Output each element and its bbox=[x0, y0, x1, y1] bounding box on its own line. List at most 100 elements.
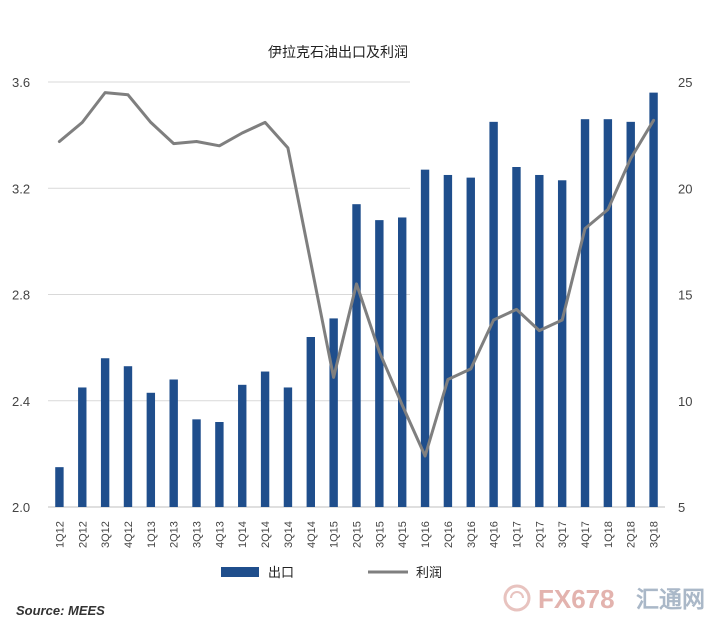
line-series bbox=[57, 91, 656, 458]
bar-3Q18 bbox=[649, 92, 658, 507]
bar-1Q13 bbox=[146, 392, 156, 507]
profit-point-4Q14 bbox=[309, 261, 312, 264]
x-tick-label: 1Q14 bbox=[237, 521, 249, 548]
x-tick-label: 4Q14 bbox=[306, 521, 318, 548]
x-tick-label: 1Q12 bbox=[54, 521, 66, 548]
watermark-logo-arc-icon bbox=[510, 591, 524, 599]
legend-label-exports: 出口 bbox=[268, 566, 294, 581]
profit-point-2Q12 bbox=[81, 121, 84, 124]
bar-1Q18 bbox=[603, 119, 613, 507]
y-right-tick-label: 20 bbox=[678, 181, 692, 196]
bar-3Q15 bbox=[375, 220, 384, 507]
x-tick-label: 3Q13 bbox=[192, 521, 204, 548]
x-tick-label: 3Q14 bbox=[283, 521, 295, 548]
bar-3Q13 bbox=[192, 419, 201, 507]
profit-point-2Q17 bbox=[538, 329, 541, 332]
y-right-tick-label: 15 bbox=[678, 288, 692, 303]
x-tick-label: 3Q18 bbox=[649, 521, 661, 548]
profit-point-2Q14 bbox=[264, 121, 266, 124]
y-left-tick-label: 2.4 bbox=[12, 394, 30, 409]
watermark-fx678: FX678 bbox=[538, 584, 615, 614]
x-tick-label: 1Q18 bbox=[603, 521, 615, 548]
x-tick-label: 2Q18 bbox=[626, 521, 638, 548]
bar-4Q17 bbox=[580, 119, 590, 507]
x-tick-label: 2Q14 bbox=[260, 521, 272, 548]
profit-point-3Q12 bbox=[104, 91, 106, 94]
bar-2Q16 bbox=[443, 174, 453, 507]
profit-point-3Q18 bbox=[652, 119, 655, 122]
x-tick-label: 4Q12 bbox=[123, 521, 135, 548]
profit-point-3Q16 bbox=[469, 368, 472, 370]
bar-2Q15 bbox=[352, 204, 361, 507]
legend-label-profit: 利润 bbox=[416, 566, 442, 581]
chart-title: 伊拉克石油出口及利润 bbox=[268, 45, 408, 61]
bar-4Q13 bbox=[215, 422, 224, 507]
x-tick-label: 2Q17 bbox=[534, 521, 546, 548]
x-tick-label: 1Q13 bbox=[146, 521, 158, 548]
legend-swatch-exports bbox=[221, 567, 259, 577]
bar-3Q17 bbox=[557, 180, 567, 507]
x-tick-label: 1Q15 bbox=[329, 521, 341, 548]
profit-point-2Q16 bbox=[447, 378, 449, 381]
profit-point-4Q13 bbox=[218, 144, 221, 147]
bar-2Q12 bbox=[78, 387, 87, 507]
bar-2Q14 bbox=[260, 371, 270, 507]
x-tick-label: 1Q17 bbox=[511, 521, 523, 548]
profit-point-4Q12 bbox=[127, 93, 129, 96]
bar-4Q12 bbox=[123, 366, 133, 507]
profit-point-3Q15 bbox=[378, 351, 381, 353]
profit-point-1Q15 bbox=[332, 376, 335, 379]
bar-4Q15 bbox=[398, 217, 407, 507]
legend: 出口 利润 bbox=[221, 566, 442, 581]
profit-point-4Q15 bbox=[401, 404, 404, 406]
y-axis-left: 2.0 2.4 2.8 3.2 3.6 bbox=[12, 75, 30, 515]
x-tick-label: 1Q16 bbox=[420, 521, 432, 548]
x-tick-label: 3Q17 bbox=[557, 521, 569, 548]
bar-3Q12 bbox=[100, 358, 110, 507]
y-left-tick-label: 2.0 bbox=[12, 500, 30, 515]
bar-4Q16 bbox=[489, 121, 498, 507]
y-right-tick-label: 25 bbox=[678, 75, 692, 90]
y-left-tick-label: 3.6 bbox=[12, 75, 30, 90]
y-right-tick-label: 5 bbox=[678, 500, 685, 515]
profit-point-1Q17 bbox=[515, 308, 518, 311]
bar-2Q18 bbox=[626, 121, 635, 507]
bar-2Q17 bbox=[535, 174, 544, 507]
bar-1Q14 bbox=[238, 384, 247, 507]
bar-3Q16 bbox=[466, 177, 475, 507]
profit-point-4Q16 bbox=[492, 319, 495, 321]
watermark-cn: 汇通网 bbox=[636, 587, 705, 613]
x-tick-label: 4Q15 bbox=[397, 521, 409, 548]
profit-point-3Q13 bbox=[195, 140, 198, 143]
profit-point-2Q13 bbox=[172, 142, 175, 145]
bar-series bbox=[55, 92, 658, 507]
x-tick-label: 4Q17 bbox=[580, 521, 592, 548]
profit-point-1Q18 bbox=[607, 208, 609, 211]
x-tick-label: 3Q15 bbox=[374, 521, 386, 548]
y-right-tick-label: 10 bbox=[678, 394, 692, 409]
bar-1Q12 bbox=[55, 467, 64, 507]
bar-1Q17 bbox=[512, 167, 521, 507]
profit-point-1Q16 bbox=[424, 455, 426, 457]
x-tick-label: 2Q12 bbox=[77, 521, 89, 548]
bar-1Q16 bbox=[420, 169, 430, 507]
profit-point-1Q12 bbox=[58, 140, 61, 143]
bar-4Q14 bbox=[306, 337, 315, 507]
x-tick-label: 3Q12 bbox=[100, 521, 112, 548]
bar-3Q14 bbox=[283, 387, 293, 507]
y-left-tick-label: 3.2 bbox=[12, 181, 30, 196]
x-tick-label: 2Q16 bbox=[443, 521, 455, 548]
x-tick-label: 2Q13 bbox=[169, 521, 181, 548]
profit-point-2Q18 bbox=[629, 157, 632, 160]
profit-point-1Q14 bbox=[241, 132, 244, 134]
profit-point-2Q15 bbox=[355, 283, 358, 285]
x-tick-label: 4Q13 bbox=[214, 521, 226, 548]
profit-point-1Q13 bbox=[150, 121, 152, 124]
profit-point-3Q14 bbox=[287, 147, 289, 149]
x-tick-label: 2Q15 bbox=[352, 521, 364, 548]
bar-2Q13 bbox=[169, 379, 178, 507]
watermark-logo-icon bbox=[503, 584, 531, 612]
watermark: FX678 汇通网 bbox=[503, 584, 705, 614]
y-left-tick-label: 2.8 bbox=[12, 288, 30, 303]
x-axis: 1Q12 2Q12 3Q12 4Q12 1Q13 2Q13 3Q13 4Q13 1Q14 2Q14… bbox=[54, 521, 660, 548]
